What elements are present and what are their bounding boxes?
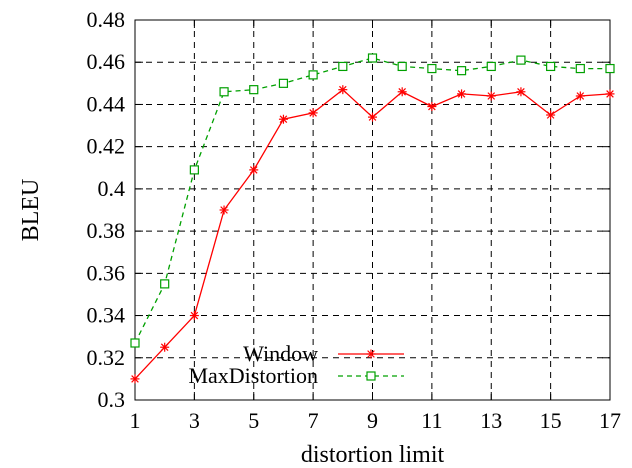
square-marker [397, 61, 407, 72]
y-tick-label: 0.38 [87, 218, 126, 243]
square-marker [486, 61, 496, 72]
x-tick-label: 7 [308, 408, 319, 433]
square-marker [308, 70, 318, 80]
star-marker [605, 89, 615, 99]
x-tick-label: 9 [367, 408, 378, 433]
y-tick-label: 0.36 [87, 260, 126, 285]
x-tick-label: 1 [130, 408, 141, 433]
square-marker [130, 338, 140, 348]
star-marker [486, 91, 496, 101]
y-tick-label: 0.3 [98, 387, 126, 412]
x-tick-label: 15 [540, 408, 562, 433]
square-marker [367, 53, 378, 63]
star-marker [189, 311, 199, 321]
star-marker [546, 110, 556, 120]
y-tick-label: 0.44 [87, 91, 126, 116]
y-tick-label: 0.46 [87, 49, 126, 74]
square-marker [427, 63, 437, 74]
x-tick-label: 3 [189, 408, 200, 433]
series-window [130, 85, 615, 384]
star-marker [278, 114, 288, 124]
star-marker [427, 102, 437, 112]
star-marker [457, 89, 467, 99]
square-marker [575, 63, 585, 74]
series-maxdistortion [130, 53, 615, 348]
star-marker [575, 91, 585, 101]
square-marker [160, 279, 170, 289]
y-tick-label: 0.42 [87, 134, 126, 159]
star-marker [249, 165, 259, 175]
legend-label: Window [243, 341, 318, 366]
x-tick-label: 11 [421, 408, 442, 433]
square-marker [456, 66, 467, 76]
series-line [134, 57, 610, 344]
square-marker [516, 55, 526, 65]
star-marker [160, 342, 170, 352]
square-marker [219, 87, 229, 97]
square-marker [605, 63, 615, 74]
y-tick-label: 0.34 [87, 303, 126, 328]
square-marker [366, 371, 376, 381]
star-marker [338, 85, 348, 95]
y-tick-label: 0.4 [98, 176, 126, 201]
grid-lines [135, 20, 610, 400]
star-marker [219, 205, 229, 215]
axis-ticks: 0.30.320.340.360.380.40.420.440.460.481 3… [87, 7, 622, 433]
star-marker [516, 87, 526, 97]
square-marker [338, 61, 348, 72]
square-marker [278, 78, 289, 88]
legend-label: MaxDistortion [188, 363, 318, 388]
square-marker [249, 85, 259, 95]
x-axis-title: distortion limit [301, 442, 445, 468]
y-tick-label: 0.48 [87, 7, 126, 32]
x-tick-label: 17 [599, 408, 621, 433]
square-marker [546, 61, 556, 72]
y-tick-label: 0.32 [87, 345, 126, 370]
y-axis-title: BLEU [18, 179, 44, 242]
star-marker [308, 108, 318, 118]
star-marker [368, 112, 377, 122]
star-marker [130, 374, 140, 384]
series-layer [130, 53, 615, 384]
x-tick-label: 5 [248, 408, 259, 433]
star-marker [366, 349, 376, 359]
star-marker [397, 87, 407, 97]
x-tick-label: 13 [480, 408, 502, 433]
square-marker [189, 165, 199, 175]
